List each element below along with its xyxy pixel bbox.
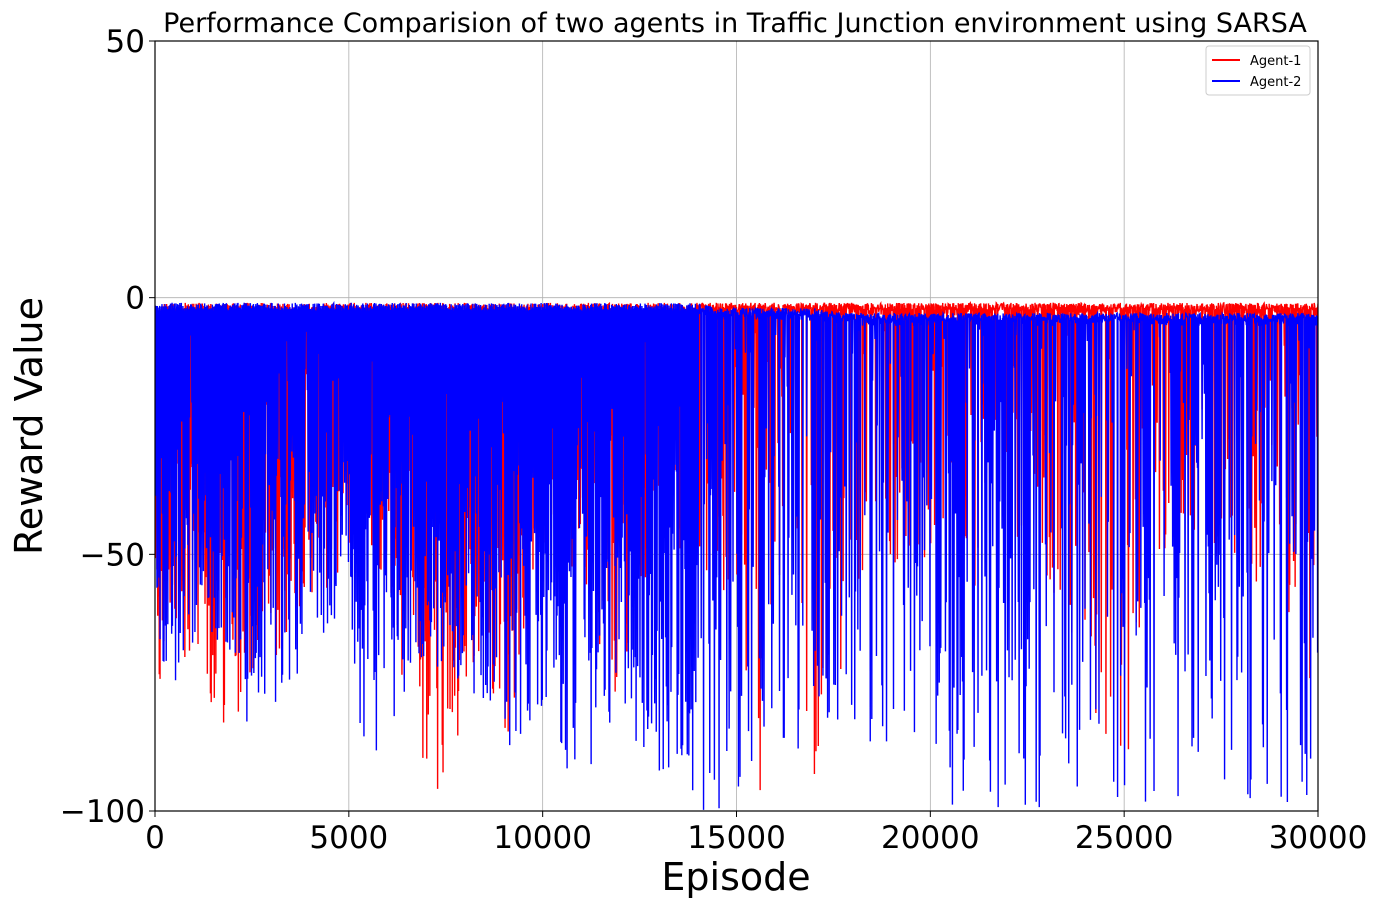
x-axis-label: Episode	[661, 855, 810, 899]
legend-label-agent-1: Agent-1	[1250, 54, 1301, 69]
x-tick-label: 30000	[1269, 820, 1368, 856]
y-tick-label: 50	[106, 24, 145, 60]
y-tick-label: 0	[125, 281, 145, 317]
legend-box	[1205, 45, 1311, 96]
y-tick-label: −100	[60, 794, 145, 830]
y-tick-label: −50	[80, 537, 145, 573]
x-tick-label: 15000	[687, 820, 786, 856]
legend-label-agent-2: Agent-2	[1250, 75, 1301, 90]
x-tick-label: 5000	[309, 820, 388, 856]
legend: Agent-1 Agent-2	[1205, 45, 1311, 96]
x-tick-label: 0	[145, 820, 165, 856]
x-axis-ticks: 0 5000 10000 15000 20000 25000 30000	[145, 811, 1367, 856]
series-line-agent-2	[155, 300, 1318, 810]
x-tick-label: 20000	[881, 820, 980, 856]
series-line-agent-1	[155, 301, 1318, 791]
chart-title: Performance Comparision of two agents in…	[163, 8, 1307, 39]
y-axis-label: Reward Value	[7, 297, 51, 555]
series-layer	[155, 300, 1318, 810]
y-axis-ticks: 50 0 −50 −100	[60, 24, 155, 830]
x-tick-label: 10000	[493, 820, 592, 856]
x-tick-label: 25000	[1075, 820, 1174, 856]
